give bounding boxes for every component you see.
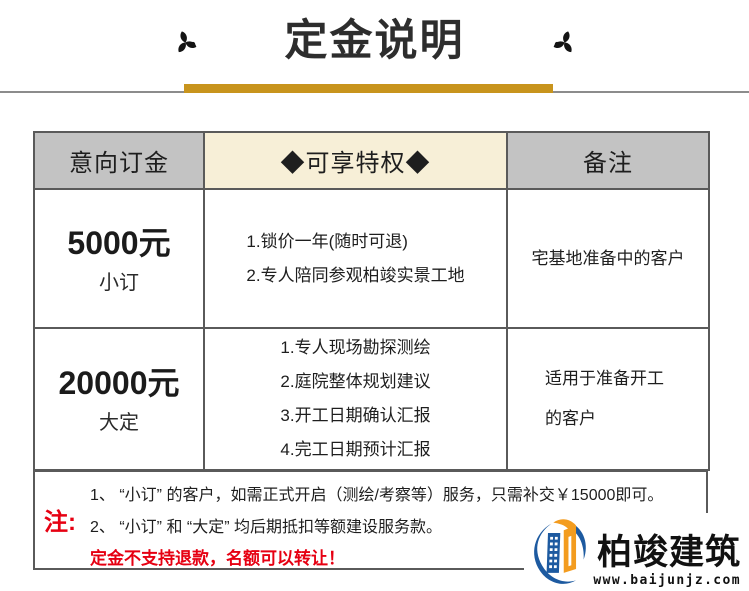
col-header-remark: 备注	[506, 131, 710, 190]
deposit-table: 意向订金 ◆可享特权◆ 备注 5000元 小订 1.锁价一年(随时可退) 2.专…	[33, 131, 710, 471]
remark-cell: 宅基地准备中的客户	[506, 188, 710, 329]
privilege-item: 2.庭院整体规划建议	[280, 372, 431, 391]
flourish-icon	[553, 30, 572, 52]
privileges-cell: 1.专人现场勘探测绘 2.庭院整体规划建议 3.开工日期确认汇报 4.完工日期预…	[203, 327, 508, 471]
remark-text: 适用于准备开工的客户	[545, 369, 664, 428]
table-row: 20000元 大定 1.专人现场勘探测绘 2.庭院整体规划建议 3.开工日期确认…	[33, 327, 710, 471]
privilege-item: 4.完工日期预计汇报	[280, 440, 431, 459]
brand-website: www.baijunjz.com	[593, 573, 741, 588]
note-label: 注:	[44, 509, 76, 536]
privilege-item: 1.专人现场勘探测绘	[280, 338, 431, 357]
flourish-icon	[177, 30, 196, 52]
note-item: 1、 “小订” 的客户，如需正式开启（测绘/考察等）服务，只需补交￥15000即…	[90, 487, 664, 504]
col-header-deposit: 意向订金	[33, 131, 205, 190]
title-underline	[0, 84, 749, 93]
brand-name: 柏竣建筑	[596, 533, 741, 573]
title-accent-bar	[184, 84, 553, 93]
col-header-privileges: ◆可享特权◆	[203, 131, 508, 190]
remark-text: 宅基地准备中的客户	[531, 248, 685, 268]
brand-logo: 柏竣建筑 www.baijunjz.com	[524, 513, 743, 590]
building-logo-icon	[534, 519, 587, 584]
table-row: 5000元 小订 1.锁价一年(随时可退) 2.专人陪同参观柏竣实景工地 宅基地…	[33, 188, 710, 329]
deposit-cell: 5000元 小订	[33, 188, 205, 329]
note-warning: 定金不支持退款，名额可以转让！	[90, 549, 345, 568]
table-header-row: 意向订金 ◆可享特权◆ 备注	[33, 131, 710, 190]
deposit-amount: 5000元	[67, 224, 171, 261]
page-title: 定金说明	[284, 17, 465, 66]
privilege-item: 1.锁价一年(随时可退)	[246, 231, 408, 251]
deposit-cell: 20000元 大定	[33, 327, 205, 471]
deposit-amount: 20000元	[58, 365, 180, 401]
privilege-item: 2.专人陪同参观柏竣实景工地	[246, 265, 465, 285]
deposit-tier: 小订	[99, 271, 139, 294]
privileges-cell: 1.锁价一年(随时可退) 2.专人陪同参观柏竣实景工地	[203, 188, 508, 329]
note-item: 2、 “小订” 和 “大定” 均后期抵扣等额建设服务款。	[90, 519, 442, 536]
remark-cell: 适用于准备开工的客户	[506, 327, 710, 471]
privilege-item: 3.开工日期确认汇报	[280, 406, 431, 425]
deposit-tier: 大定	[99, 412, 139, 434]
page-header: 定金说明	[0, 14, 749, 70]
